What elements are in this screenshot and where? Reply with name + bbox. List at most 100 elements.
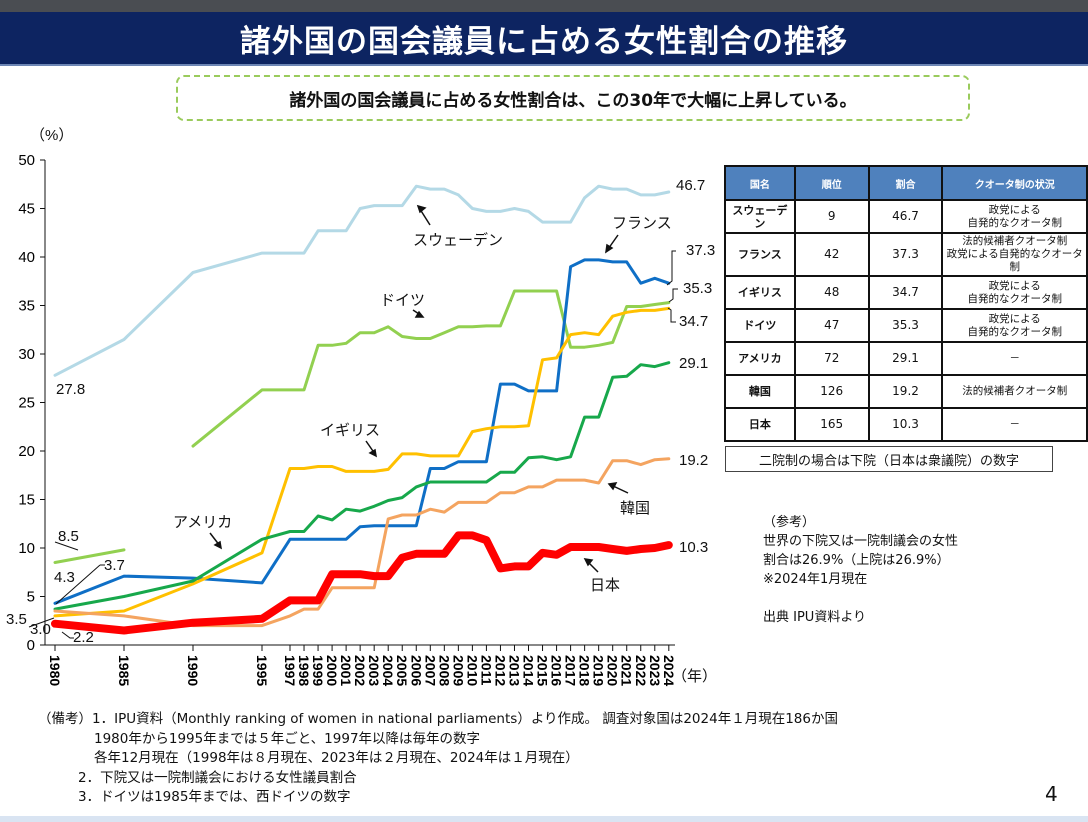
cell-ratio: 19.2: [867, 374, 944, 409]
x-tick-label: 2009: [450, 655, 466, 686]
page-title: 諸外国の国会議員に占める女性割合の推移: [240, 23, 848, 60]
y-tick-label: 40: [18, 249, 35, 266]
x-tick-label: 2011: [478, 655, 494, 686]
quota-line: －: [1009, 418, 1020, 430]
x-tick-label: 1985: [116, 655, 132, 686]
country-table: 国名 順位 割合 クオータ制の状況 スウェーデン 9 46.7 政党による 自発的…: [724, 165, 1088, 442]
label-us: アメリカ: [173, 514, 232, 531]
cell-country: ドイツ: [724, 308, 796, 343]
table-row: イギリス 48 34.7 政党による 自発的なクオータ制: [724, 275, 1088, 310]
cell-country: スウェーデン: [724, 199, 796, 234]
table-row: ドイツ 47 35.3 政党による 自発的なクオータ制: [724, 308, 1088, 343]
end-label-korea: 19.2: [679, 452, 708, 469]
label-korea: 韓国: [620, 500, 650, 517]
cell-ratio: 35.3: [867, 308, 944, 343]
header-quota: クオータ制の状況: [941, 165, 1088, 201]
annotations: （%） （年） 46.7 37.3 35.3 34.7 29.1 19.2 10…: [6, 127, 717, 685]
x-tick-label: 2015: [535, 655, 551, 686]
cell-country: イギリス: [724, 275, 796, 310]
table-row: アメリカ 72 29.1 －: [724, 341, 1088, 376]
x-tick-label: 2005: [394, 655, 410, 686]
quota-line: 政党による自発的なクオータ制: [946, 248, 1083, 273]
cell-ratio: 29.1: [867, 341, 944, 376]
table-row: 日本 165 10.3 －: [724, 407, 1088, 442]
y-tick-label: 10: [18, 540, 35, 557]
series-line-3: [53, 306, 671, 618]
y-tick-label: 5: [27, 589, 35, 606]
cell-quota: －: [941, 341, 1088, 376]
start-label-uk: 3.0: [30, 621, 51, 638]
x-tick-label: 2003: [366, 655, 382, 686]
reference-line: （参考）: [763, 515, 816, 530]
note-line: 1980年から1995年までは５年ごと、1997年以降は毎年の数字: [94, 730, 481, 747]
label-france: フランス: [612, 215, 672, 232]
x-tick-label: 2014: [521, 655, 537, 686]
y-tick-label: 25: [18, 395, 35, 412]
x-tick-label: 1998: [296, 655, 312, 686]
y-tick-label: 20: [18, 443, 35, 460]
x-tick-label: 2019: [591, 655, 607, 686]
cell-quota: 政党による 自発的なクオータ制: [941, 275, 1088, 310]
note-line: 各年12月現在（1998年は８月現在、2023年は２月現在、2024年は１月現在…: [94, 750, 579, 766]
series-line-4: [53, 361, 671, 611]
table-row: フランス 42 37.3 法的候補者クオータ制 政党による自発的なクオータ制: [724, 232, 1088, 277]
x-tick-label: 1997: [282, 655, 298, 686]
x-tick-label: 2006: [408, 655, 424, 686]
end-label-japan: 10.3: [679, 539, 708, 556]
start-label-korea: 3.5: [6, 611, 27, 628]
x-tick-label: 2018: [577, 655, 593, 686]
axes: 0 5 10 15 20 25 30 35 40 45 50 1980 1985 1990 1995 1997…: [18, 152, 676, 686]
end-label-uk: 34.7: [679, 313, 708, 330]
series-line-0: [53, 184, 671, 377]
series-lines: [51, 184, 673, 635]
x-axis-label: （年）: [672, 668, 717, 685]
reference-source: 出典 IPU資料より: [763, 610, 867, 625]
cell-quota: －: [941, 407, 1088, 442]
cell-country: 日本: [724, 407, 796, 442]
series-line-5: [53, 457, 671, 628]
cell-quota: 法的候補者クオータ制: [941, 374, 1088, 409]
cell-rank: 126: [793, 374, 870, 409]
series-line-1: [53, 289, 671, 564]
x-tick-label: 2002: [352, 655, 368, 686]
cell-quota: 法的候補者クオータ制 政党による自発的なクオータ制: [941, 232, 1088, 277]
reference-line: 世界の下院又は一院制議会の女性: [763, 534, 959, 549]
start-leader-lines: [28, 541, 105, 639]
cell-ratio: 10.3: [867, 407, 944, 442]
series-line-6: [51, 531, 673, 635]
subtitle-box: 諸外国の国会議員に占める女性割合は、この30年で大幅に上昇している。: [176, 75, 970, 121]
x-tick-label: 1990: [185, 655, 201, 686]
x-tick-label: 1999: [310, 655, 326, 686]
quota-line: 政党による: [988, 203, 1041, 216]
cell-rank: 72: [793, 341, 870, 376]
x-tick-label: 2016: [549, 655, 565, 686]
cell-quota: 政党による 自発的なクオータ制: [941, 199, 1088, 234]
cell-country: 韓国: [724, 374, 796, 409]
start-label-us: 3.7: [104, 557, 125, 574]
label-germany: ドイツ: [380, 292, 425, 309]
y-axis-label: （%）: [30, 127, 73, 144]
series-line-2: [53, 258, 671, 605]
start-label-japan: 2.2: [73, 629, 94, 646]
note-line: 2．下院又は一院制議会における女性議員割合: [78, 769, 357, 786]
quota-line: 法的候補者クオータ制: [962, 385, 1068, 397]
end-label-us: 29.1: [679, 355, 708, 372]
end-label-germany: 35.3: [683, 280, 712, 297]
quota-line: 自発的なクオータ制: [967, 292, 1062, 305]
x-tick-label: 1995: [254, 655, 270, 686]
title-bar: 諸外国の国会議員に占める女性割合の推移: [0, 12, 1088, 66]
table-note: 二院制の場合は下院（日本は衆議院）の数字: [725, 446, 1053, 472]
quota-line: 法的候補者クオータ制: [962, 235, 1068, 247]
end-label-sweden: 46.7: [676, 177, 705, 194]
y-tick-label: 0: [27, 637, 35, 654]
top-strip: [0, 0, 1088, 12]
y-tick-label: 45: [18, 201, 35, 218]
quota-line: 自発的なクオータ制: [967, 325, 1062, 338]
cell-rank: 47: [793, 308, 870, 343]
header-rank: 順位: [793, 165, 870, 201]
cell-rank: 9: [793, 199, 870, 234]
cell-rank: 165: [793, 407, 870, 442]
page-number: 4: [1045, 782, 1058, 806]
reference-line: ※2024年1月現在: [763, 572, 868, 587]
y-tick-label: 50: [18, 152, 35, 169]
